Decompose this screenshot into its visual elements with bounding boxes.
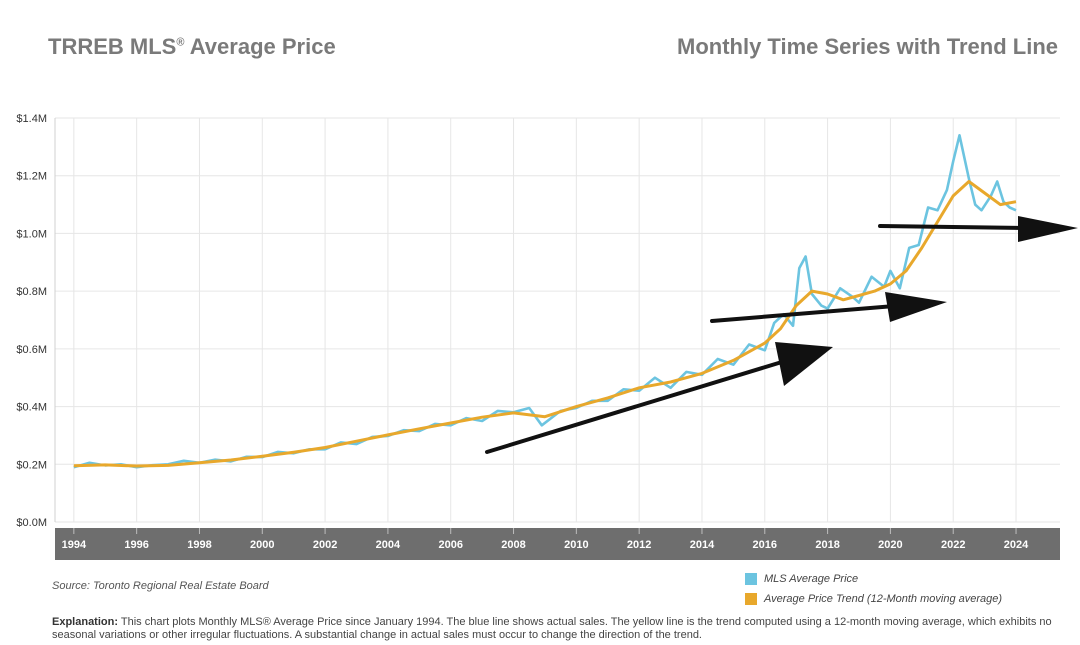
y-tick-label: $0.8M: [16, 286, 47, 298]
explanation-text: This chart plots Monthly MLS® Average Pr…: [52, 616, 1052, 641]
x-tick-label: 2018: [815, 539, 839, 551]
grid-lines: [54, 117, 1060, 523]
x-axis-band: [55, 528, 1060, 560]
x-tick-label: 2022: [941, 539, 965, 551]
legend-item-trend: Average Price Trend (12-Month moving ave…: [745, 589, 1002, 609]
x-tick-label: 1996: [124, 539, 148, 551]
y-tick-label: $1.4M: [16, 113, 47, 125]
x-axis: 1994 1996 1998 2000 2002 2004 2006 2008 2010 2012…: [62, 528, 1029, 551]
y-axis: $0.0M $0.2M $0.4M $0.6M $0.8M $1.0M $1.2M $1.4M: [16, 113, 47, 529]
legend-item-mls-average-price: MLS Average Price: [745, 569, 1002, 589]
chart-subtitle: Monthly Time Series with Trend Line: [677, 34, 1058, 59]
y-tick-label: $0.0M: [16, 517, 47, 529]
x-tick-label: 2016: [753, 539, 777, 551]
y-tick-label: $0.6M: [16, 344, 47, 356]
trend-arrow: [710, 292, 947, 323]
y-tick-label: $1.0M: [16, 228, 47, 240]
legend-label-actual: MLS Average Price: [764, 573, 859, 585]
legend-label-trend: Average Price Trend (12-Month moving ave…: [764, 593, 1003, 605]
x-tick-label: 2002: [313, 539, 337, 551]
legend-swatch-trend: [745, 593, 757, 605]
x-tick-label: 2006: [438, 539, 462, 551]
registered-mark: ®: [176, 36, 185, 49]
x-tick-label: 2020: [878, 539, 902, 551]
legend-swatch-actual: [745, 573, 757, 585]
y-tick-label: $0.4M: [16, 402, 47, 414]
y-tick-label: $1.2M: [16, 171, 47, 183]
x-tick-label: 2010: [564, 539, 588, 551]
chart-title-main: TRREB MLS: [48, 34, 177, 59]
explanation: Explanation: This chart plots Monthly ML…: [52, 616, 1062, 642]
x-tick-label: 1994: [62, 539, 87, 551]
series-line-average-price-trend: [73, 180, 1017, 468]
trend-arrow: [878, 216, 1078, 242]
x-tick-label: 2008: [501, 539, 525, 551]
explanation-label: Explanation:: [52, 616, 119, 628]
price-chart: $0.0M $0.2M $0.4M $0.6M $0.8M $1.0M $1.2M $1.4M…: [16, 113, 1078, 560]
annotation-arrows: [485, 216, 1078, 454]
legend: MLS Average Price Average Price Trend (1…: [745, 569, 1002, 609]
x-tick-label: 2004: [376, 539, 401, 551]
x-tick-label: 1998: [187, 539, 211, 551]
x-tick-label: 2014: [690, 539, 715, 551]
chart-title-rest: Average Price: [184, 34, 336, 59]
x-tick-label: 2012: [627, 539, 651, 551]
source-note: Source: Toronto Regional Real Estate Boa…: [52, 580, 269, 592]
y-tick-label: $0.2M: [16, 459, 47, 471]
x-tick-label: 2000: [250, 539, 274, 551]
x-tick-label: 2024: [1004, 539, 1029, 551]
trend-arrow: [485, 342, 833, 454]
chart-title: TRREB MLS® Average Price: [48, 34, 336, 60]
